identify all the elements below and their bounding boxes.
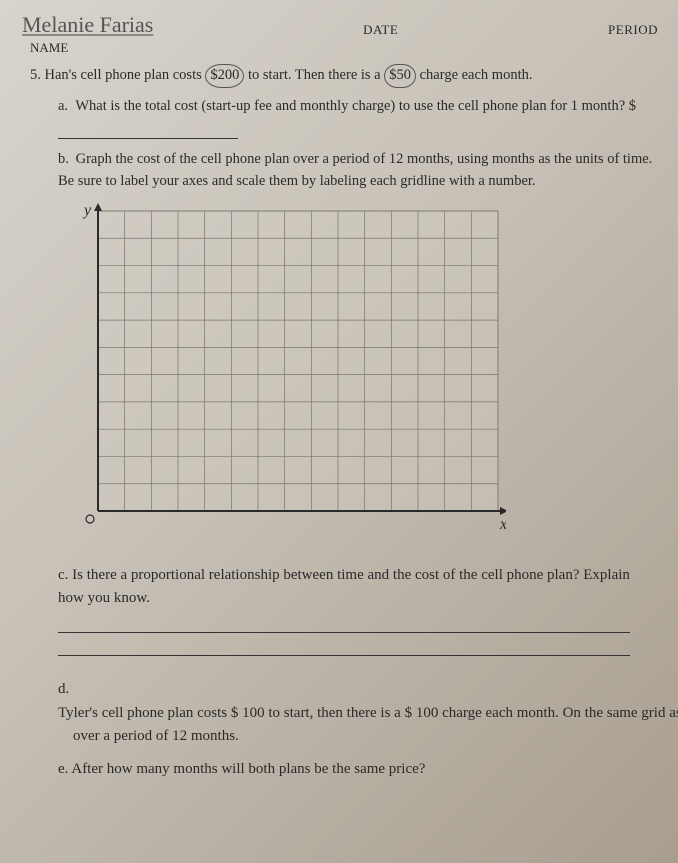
part-d-letter: d. (58, 681, 69, 697)
part-b-text: Graph the cost of the cell phone plan ov… (58, 151, 652, 189)
answer-blank-a[interactable] (58, 138, 238, 139)
circled-amount-50: $50 (384, 64, 416, 88)
part-b-letter: b. (58, 149, 72, 171)
svg-text:y: y (82, 203, 92, 219)
part-c-letter: c. (58, 567, 68, 583)
period-label: PERIOD (608, 22, 658, 38)
part-c-text: Is there a proportional relationship bet… (58, 567, 630, 606)
question-5: 5. Han's cell phone plan costs $200 to s… (30, 64, 658, 88)
part-d: d. Tyler's cell phone plan costs $ 100 t… (58, 678, 658, 748)
part-e-letter: e. (58, 761, 68, 777)
answer-line-1[interactable] (58, 632, 630, 633)
q-text-mid: to start. Then there is a (244, 67, 384, 83)
name-label: NAME (30, 40, 658, 56)
circled-amount-200: $200 (205, 64, 244, 88)
q-text-post: charge each month. (416, 67, 533, 83)
part-b: b. Graph the cost of the cell phone plan… (58, 149, 658, 193)
answer-line-2[interactable] (58, 655, 630, 656)
part-a: a. What is the total cost (start-up fee … (58, 96, 658, 140)
part-a-text: What is the total cost (start-up fee and… (75, 98, 636, 114)
q-text-pre: Han's cell phone plan costs (45, 67, 206, 83)
header-row: Melanie Farias DATE PERIOD (30, 12, 658, 38)
part-d-text: Tyler's cell phone plan costs $ 100 to s… (58, 705, 678, 721)
graph-area: yx (78, 203, 658, 540)
handwritten-name: Melanie Farias (22, 12, 153, 38)
q-number: 5. (30, 67, 41, 83)
svg-text:x: x (499, 516, 506, 533)
part-d-text2: over a period of 12 months. (73, 728, 239, 744)
date-label: DATE (363, 22, 398, 38)
part-e: e. After how many months will both plans… (58, 758, 658, 781)
coordinate-grid: yx (78, 203, 506, 535)
part-c: c. Is there a proportional relationship … (58, 564, 658, 611)
part-a-letter: a. (58, 96, 72, 118)
part-e-text: After how many months will both plans be… (71, 761, 425, 777)
